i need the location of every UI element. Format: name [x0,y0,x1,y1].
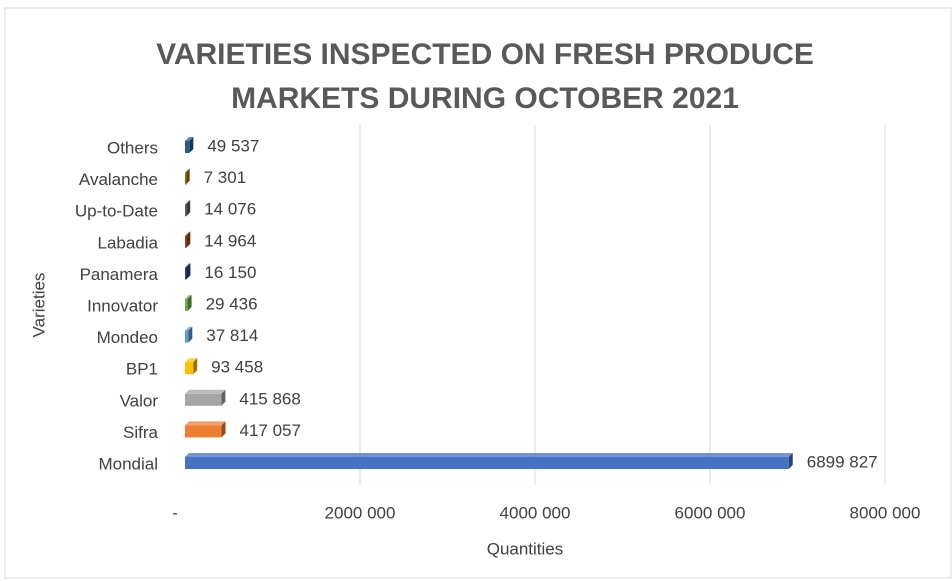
bar [185,457,789,469]
x-tick-label: 8000 000 [850,503,921,522]
value-label: 93 458 [211,358,263,377]
bar [185,235,187,248]
bar [185,299,188,311]
bar [185,172,187,185]
y-tick-label: Mondeo [97,328,158,347]
bar-top [185,137,194,141]
bar-side [186,200,191,217]
bar [185,141,190,153]
y-tick-label: Innovator [87,296,158,315]
y-tick-label: Valor [120,391,159,410]
bar-top [185,231,191,236]
y-tick-label: Up-to-Date [75,202,158,221]
x-tick-label: 6000 000 [675,503,746,522]
bar-top [185,389,226,394]
bar-top [185,168,190,173]
y-tick-label: Mondial [98,454,158,473]
bar [185,267,187,280]
bar [185,393,222,406]
bar [185,425,222,438]
bar [185,362,194,375]
value-label: 415 868 [239,389,300,408]
y-tick-label: BP1 [126,360,158,379]
value-label: 29 436 [206,294,258,313]
value-label: 14 964 [204,231,256,250]
value-label: 7 301 [204,168,247,187]
bar-top [185,326,193,331]
y-tick-label: Sifra [123,423,159,442]
bar-side [788,453,793,469]
bar [185,330,189,343]
value-label: 417 057 [239,421,300,440]
bar-side [186,263,191,280]
y-tick-label: Avalanche [79,170,158,189]
chart-title: VARIETIES INSPECTED ON FRESH PRODUCE [156,38,814,71]
bar-top [185,358,198,363]
chart-title: MARKETS DURING OCTOBER 2021 [231,82,739,115]
y-tick-label: Panamera [80,265,159,284]
bar-side [193,358,198,375]
bar-side [186,231,191,248]
value-label: 49 537 [207,136,259,155]
value-label: 37 814 [206,326,258,345]
y-tick-label: Labadia [97,233,158,252]
bar-side [185,168,190,185]
bar-side [221,421,226,438]
value-label: 16 150 [204,263,256,282]
bar-top [185,200,191,205]
bar-side [189,137,194,153]
y-tick-label: Others [107,138,158,157]
bar [185,204,187,217]
bar-side [187,295,192,311]
value-label: 14 076 [204,200,256,219]
bar-top [185,421,226,426]
value-label: 6899 827 [807,452,878,471]
bar-top [185,453,793,457]
bar-top [185,263,191,268]
bar-side [221,389,226,406]
x-tick-label: 4000 000 [500,503,571,522]
x-tick-label: - [172,503,178,522]
chart-border [4,7,952,579]
bar-side [188,326,193,343]
x-tick-label: 2000 000 [325,503,396,522]
x-axis-title: Quantities [487,539,564,558]
bar-top [185,295,192,299]
y-axis-title: Varieties [29,273,48,338]
